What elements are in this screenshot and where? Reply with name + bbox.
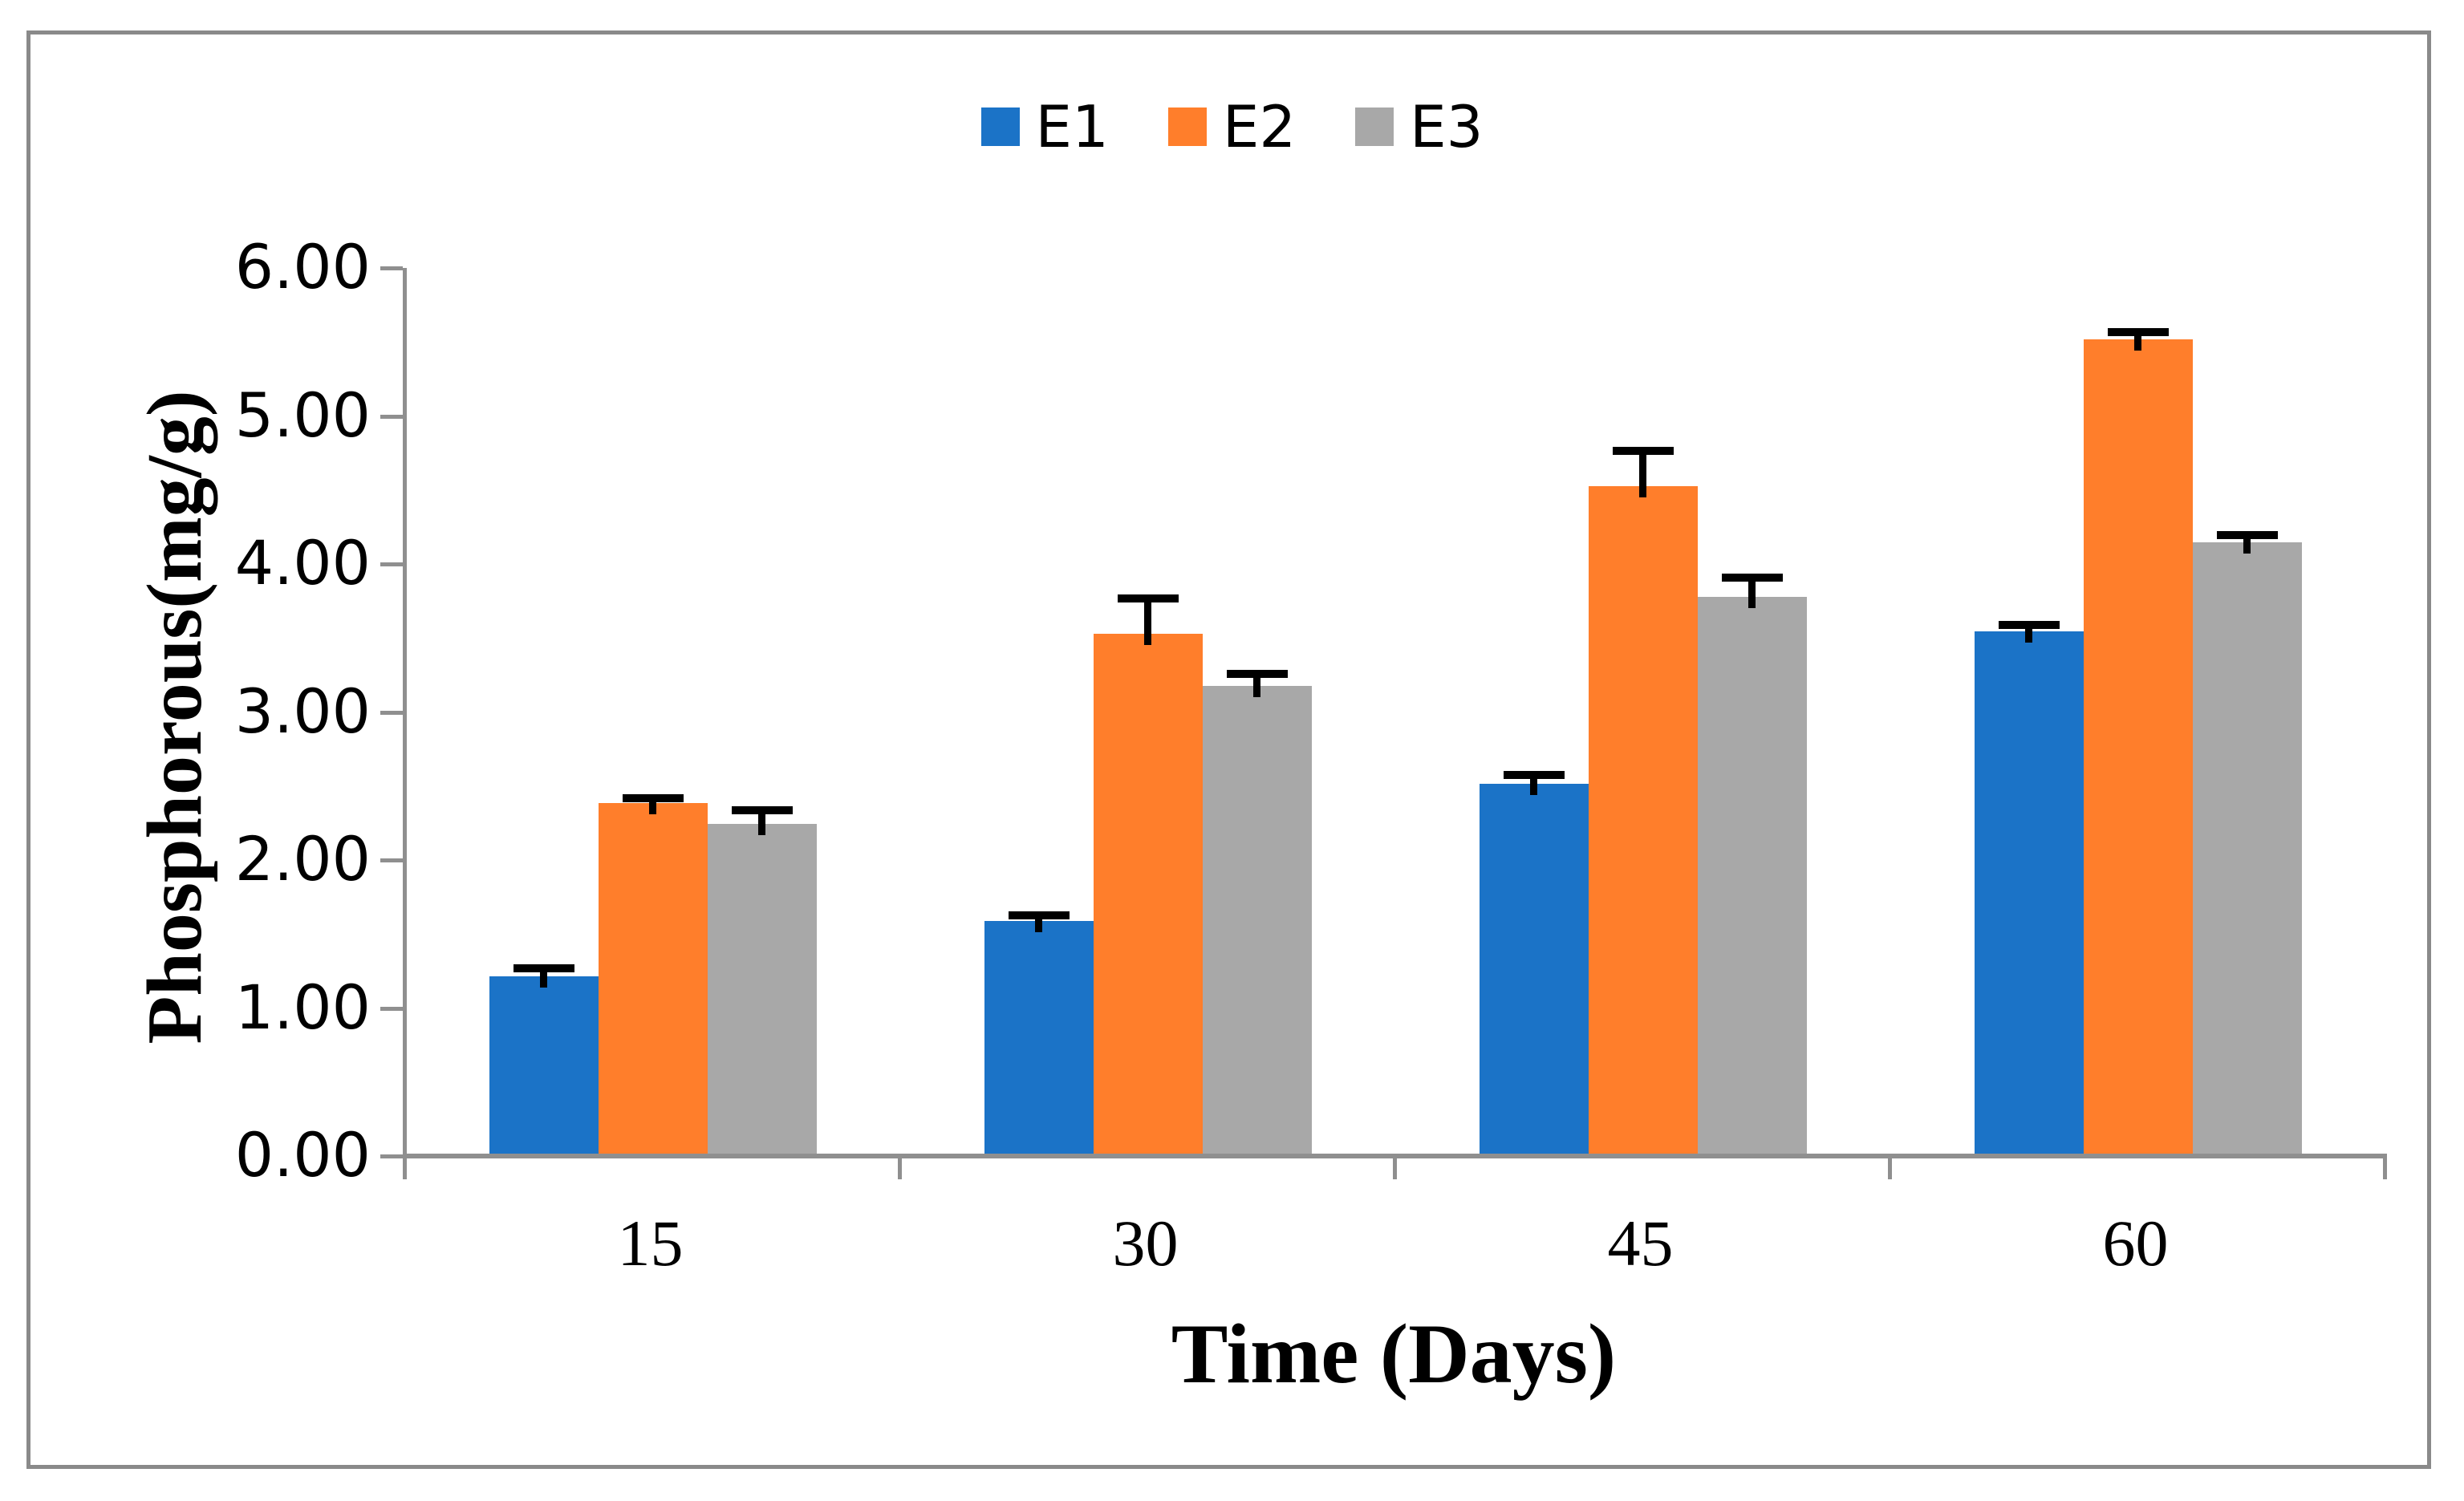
legend-item-e3: E3 bbox=[1355, 98, 1483, 156]
bar-e1-60 bbox=[1974, 631, 2084, 1154]
legend-item-e2: E2 bbox=[1167, 93, 1297, 160]
x-tick-label: 45 bbox=[1607, 1207, 1674, 1280]
error-bar-cap bbox=[1998, 621, 2060, 630]
y-tick-label: 2.00 bbox=[234, 823, 371, 895]
legend-label-e3: E3 bbox=[1410, 93, 1484, 160]
error-bar-cap bbox=[2216, 530, 2278, 539]
x-tick-label: 60 bbox=[2102, 1207, 2169, 1280]
error-bar-stem bbox=[1748, 578, 1756, 609]
y-axis-tick bbox=[380, 1154, 403, 1158]
x-axis-tick bbox=[898, 1158, 902, 1179]
bar-e2-60 bbox=[2083, 339, 2193, 1154]
chart-outer-border bbox=[26, 30, 2431, 1469]
x-axis-tick bbox=[403, 1158, 407, 1179]
x-axis-tick bbox=[1888, 1158, 1892, 1179]
y-axis-tick bbox=[380, 1006, 403, 1011]
bar-e1-30 bbox=[984, 921, 1094, 1154]
bar-e2-15 bbox=[598, 802, 708, 1154]
y-tick-label: 0.00 bbox=[234, 1119, 371, 1191]
legend-swatch-e2 bbox=[1167, 108, 1207, 146]
y-tick-label: 6.00 bbox=[234, 231, 371, 302]
x-tick-label: 30 bbox=[1112, 1207, 1179, 1280]
y-tick-label: 3.00 bbox=[234, 675, 371, 747]
error-bar-cap bbox=[1503, 770, 1565, 779]
y-axis-tick bbox=[380, 414, 403, 419]
y-axis-tick bbox=[380, 562, 403, 566]
error-bar-cap bbox=[2107, 328, 2169, 337]
legend-item-e1: E1 bbox=[980, 93, 1109, 160]
error-bar-cap bbox=[731, 805, 793, 814]
error-bar-cap bbox=[1721, 574, 1783, 582]
error-bar-stem bbox=[1639, 450, 1646, 497]
legend-label-e1: E1 bbox=[1035, 93, 1109, 160]
y-axis-tick bbox=[380, 710, 403, 715]
error-bar-cap bbox=[1612, 446, 1674, 455]
error-bar-stem bbox=[2243, 534, 2251, 554]
error-bar-stem bbox=[758, 809, 765, 835]
bar-e1-45 bbox=[1479, 783, 1589, 1154]
y-tick-label: 5.00 bbox=[234, 379, 371, 451]
legend-swatch-e3 bbox=[1355, 108, 1394, 146]
bar-e1-15 bbox=[489, 976, 599, 1154]
bar-e2-45 bbox=[1588, 485, 1698, 1154]
error-bar-cap bbox=[1117, 594, 1179, 603]
y-tick-label: 4.00 bbox=[234, 527, 371, 598]
bar-e3-15 bbox=[707, 823, 817, 1154]
x-axis-tick bbox=[1393, 1158, 1397, 1179]
error-bar-stem bbox=[1035, 915, 1042, 933]
error-bar-cap bbox=[1008, 911, 1070, 919]
error-bar-stem bbox=[1530, 774, 1537, 795]
y-axis-tick bbox=[380, 858, 403, 862]
error-bar-stem bbox=[2134, 332, 2141, 351]
error-bar-stem bbox=[1144, 598, 1151, 646]
error-bar-stem bbox=[540, 968, 547, 988]
x-tick-label: 15 bbox=[617, 1207, 684, 1280]
x-axis-line bbox=[403, 1154, 2387, 1158]
error-bar-cap bbox=[513, 964, 574, 973]
x-axis-tick bbox=[2383, 1158, 2387, 1179]
y-axis-line bbox=[403, 268, 407, 1173]
x-axis-title: Time (Days) bbox=[1171, 1307, 1617, 1401]
bar-e3-60 bbox=[2192, 542, 2302, 1154]
error-bar-stem bbox=[1253, 674, 1260, 697]
y-tick-label: 1.00 bbox=[234, 971, 371, 1043]
error-bar-cap bbox=[1226, 670, 1288, 679]
bar-e3-45 bbox=[1697, 597, 1807, 1154]
bar-e3-30 bbox=[1202, 685, 1312, 1154]
legend-label-e2: E2 bbox=[1222, 93, 1297, 160]
legend: E1 E2 E3 bbox=[0, 98, 2464, 156]
error-bar-cap bbox=[622, 794, 684, 803]
error-bar-stem bbox=[649, 798, 656, 814]
bar-e2-30 bbox=[1093, 634, 1203, 1154]
legend-swatch-e1 bbox=[980, 108, 1020, 146]
y-axis-tick bbox=[380, 266, 403, 270]
error-bar-stem bbox=[2025, 625, 2032, 643]
